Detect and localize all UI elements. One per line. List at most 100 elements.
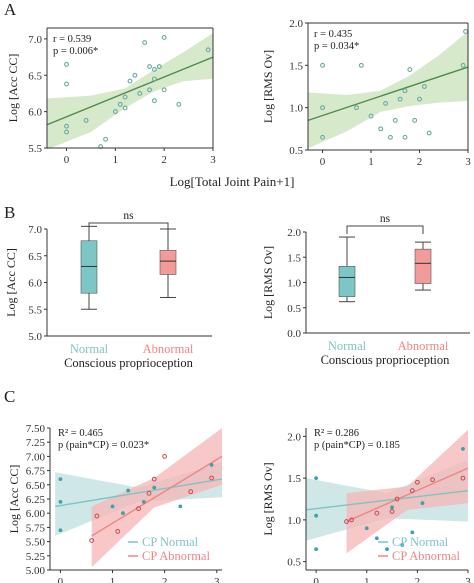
data-point xyxy=(64,61,69,67)
data-point-abnormal xyxy=(188,489,194,495)
stat-r2: R² = 0.286 xyxy=(314,428,359,439)
data-point-normal xyxy=(314,547,319,552)
x-tick-label: 2 xyxy=(415,576,421,583)
y-tick-label: 7.0 xyxy=(28,34,42,46)
legend-label: CP Normal xyxy=(392,535,449,549)
data-point xyxy=(205,47,211,53)
data-point-normal xyxy=(461,446,465,451)
group-label: Normal xyxy=(328,339,367,353)
legend-label: CP Abnormal xyxy=(392,549,460,563)
box-chart-3: 0.0 0.5 1.0 1.5 2.0 Log [RMS Ov] Normal Abnorma… xyxy=(261,213,470,367)
data-point-normal xyxy=(390,505,394,510)
panel-label-b: B xyxy=(4,203,15,222)
x-tick-label: 3 xyxy=(465,576,471,583)
data-point xyxy=(320,134,325,140)
y-tick-label: 0.5 xyxy=(287,557,301,569)
data-point xyxy=(421,84,427,89)
y-axis-label: Log [RMS Ov] xyxy=(261,246,275,319)
iqr-box xyxy=(414,248,432,284)
y-tick-label: 0.5 xyxy=(289,145,303,157)
data-point-abnormal xyxy=(394,496,400,502)
stat-r: r = 0.435 xyxy=(314,29,352,40)
y-tick-label: 6.50 xyxy=(26,480,46,492)
stat-p: p = 0.034* xyxy=(314,41,359,52)
data-point xyxy=(64,123,69,129)
y-tick-label: 5.5 xyxy=(28,304,42,316)
data-point-abnormal xyxy=(409,488,415,494)
data-point-normal xyxy=(58,528,63,533)
data-point-abnormal xyxy=(146,490,152,496)
data-point-abnormal xyxy=(115,528,121,534)
y-tick-label: 7.50 xyxy=(26,423,46,435)
x-tick-label: 2 xyxy=(161,154,167,166)
data-point xyxy=(142,40,148,45)
data-point xyxy=(412,117,418,123)
data-point-abnormal xyxy=(430,477,435,483)
data-point-abnormal xyxy=(151,476,157,482)
data-point-normal xyxy=(152,485,157,490)
x-tick-label: 2 xyxy=(417,156,423,168)
legend-label: CP Abnormal xyxy=(142,549,210,563)
data-point xyxy=(320,62,325,68)
data-point xyxy=(383,100,389,106)
data-point xyxy=(161,87,167,93)
data-point xyxy=(151,98,157,104)
data-point xyxy=(122,105,128,111)
data-point xyxy=(402,134,408,140)
confidence-band-abnormal xyxy=(91,428,222,568)
y-tick-label: 6.5 xyxy=(28,70,42,82)
regression-line-normal xyxy=(55,478,223,508)
x-tick-label: 1 xyxy=(368,156,374,168)
data-point-normal xyxy=(110,504,115,509)
data-point-normal xyxy=(121,511,125,516)
data-point xyxy=(147,64,152,69)
data-point xyxy=(83,117,89,123)
data-point xyxy=(407,67,413,73)
y-tick-label: 7.00 xyxy=(26,451,46,463)
data-point-normal xyxy=(126,488,131,493)
data-point xyxy=(417,96,422,102)
y-tick-label: 1.0 xyxy=(289,103,303,115)
x-tick-label: 3 xyxy=(210,154,216,166)
data-point xyxy=(112,109,118,115)
data-point-normal xyxy=(209,463,214,467)
data-point xyxy=(122,94,128,100)
y-axis-label: Log [Acc CC] xyxy=(6,54,20,123)
data-point-abnormal xyxy=(136,506,142,512)
x-tick-label: 1 xyxy=(364,576,370,583)
data-point xyxy=(132,72,138,78)
x-tick-label: 0 xyxy=(313,576,319,583)
y-tick-label: 1.0 xyxy=(287,278,301,290)
x-tick-label: 2 xyxy=(162,576,168,583)
data-point xyxy=(358,62,364,68)
data-point xyxy=(368,113,374,119)
y-tick-label: 5.5 xyxy=(28,143,42,155)
data-point xyxy=(64,81,69,87)
significance-bracket xyxy=(346,225,424,234)
x-tick-label: 0 xyxy=(320,156,326,168)
data-point xyxy=(156,64,162,69)
data-point xyxy=(426,130,432,136)
y-tick-label: 1.5 xyxy=(287,473,301,485)
data-point xyxy=(151,67,157,72)
stat-p: p = 0.006* xyxy=(53,46,98,57)
group-label: Abnormal xyxy=(398,339,449,353)
y-tick-label: 2.0 xyxy=(289,18,303,30)
data-point-normal xyxy=(141,499,146,504)
box-chart-2: 5.0 5.5 6.0 6.5 7.0 Log [Acc CC] Normal Abnorma… xyxy=(4,210,212,370)
x-tick-label: 3 xyxy=(465,156,471,168)
legend-label: CP Normal xyxy=(142,535,199,549)
x-tick-label: 1 xyxy=(113,154,119,166)
data-point-normal xyxy=(400,543,405,547)
data-point xyxy=(137,91,143,96)
y-tick-label: 2.0 xyxy=(287,227,301,239)
y-tick-label: 5.00 xyxy=(26,565,46,577)
regression-line-abnormal xyxy=(91,455,223,537)
data-point xyxy=(402,88,408,94)
data-point xyxy=(392,117,398,123)
x-tick-label: 0 xyxy=(64,154,70,166)
y-tick-label: 6.0 xyxy=(28,278,42,290)
ns-label: ns xyxy=(380,213,391,225)
